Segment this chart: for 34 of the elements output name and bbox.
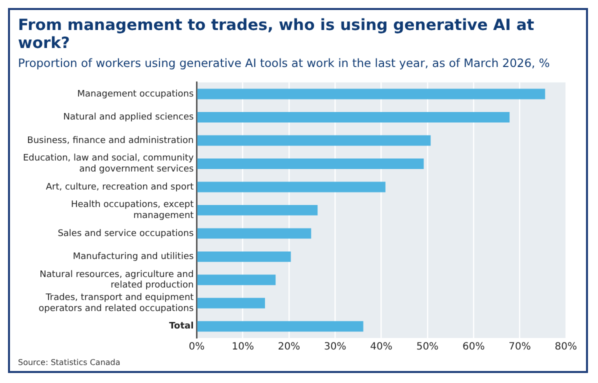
chart-title: From management to trades, who is using generative AI at work?: [18, 16, 536, 52]
y-tick-label: Natural resources, agriculture and related production: [40, 270, 194, 291]
y-tick-label: Education, law and social, community and government services: [22, 154, 194, 174]
y-tick-label: Art, culture, recreation and sport: [46, 182, 194, 192]
x-tick-label: 30%: [324, 342, 346, 353]
bar: [197, 274, 276, 286]
bar: [197, 204, 318, 216]
x-tick-label: 70%: [508, 342, 531, 353]
x-tick-label: 60%: [462, 342, 485, 353]
bar: [197, 158, 424, 169]
bar: [197, 251, 291, 262]
bar: [197, 321, 364, 332]
x-tick-label: 10%: [232, 342, 254, 353]
y-tick-label: Management occupations: [77, 89, 194, 100]
bar: [197, 135, 431, 146]
bar: [197, 298, 265, 308]
bar: [197, 182, 386, 192]
y-tick-label: Health occupations, except management: [71, 200, 194, 221]
y-tick-label: Total: [169, 322, 194, 332]
y-tick-label: Natural and applied sciences: [63, 112, 194, 123]
bar: [197, 112, 510, 122]
chart-subtitle: Proportion of workers using generative AI tools at work in the last year, as of March 2026, %: [18, 56, 551, 70]
x-tick-label: 20%: [278, 342, 300, 353]
y-tick-label: Sales and service occupations: [58, 228, 194, 239]
source-note: Source: Statistics Canada: [18, 358, 122, 367]
x-tick-label: 50%: [416, 342, 439, 353]
y-tick-label: Business, finance and administration: [27, 136, 194, 146]
x-tick-label: 40%: [370, 342, 392, 353]
y-tick-label: Manufacturing and utilities: [72, 252, 194, 262]
y-tick-label: Trades, transport and equipment operators and related occupations: [38, 293, 194, 314]
bar: [197, 88, 546, 100]
bar: [197, 228, 312, 239]
x-tick-label: 0%: [188, 342, 205, 353]
x-tick-label: 80%: [554, 342, 578, 353]
